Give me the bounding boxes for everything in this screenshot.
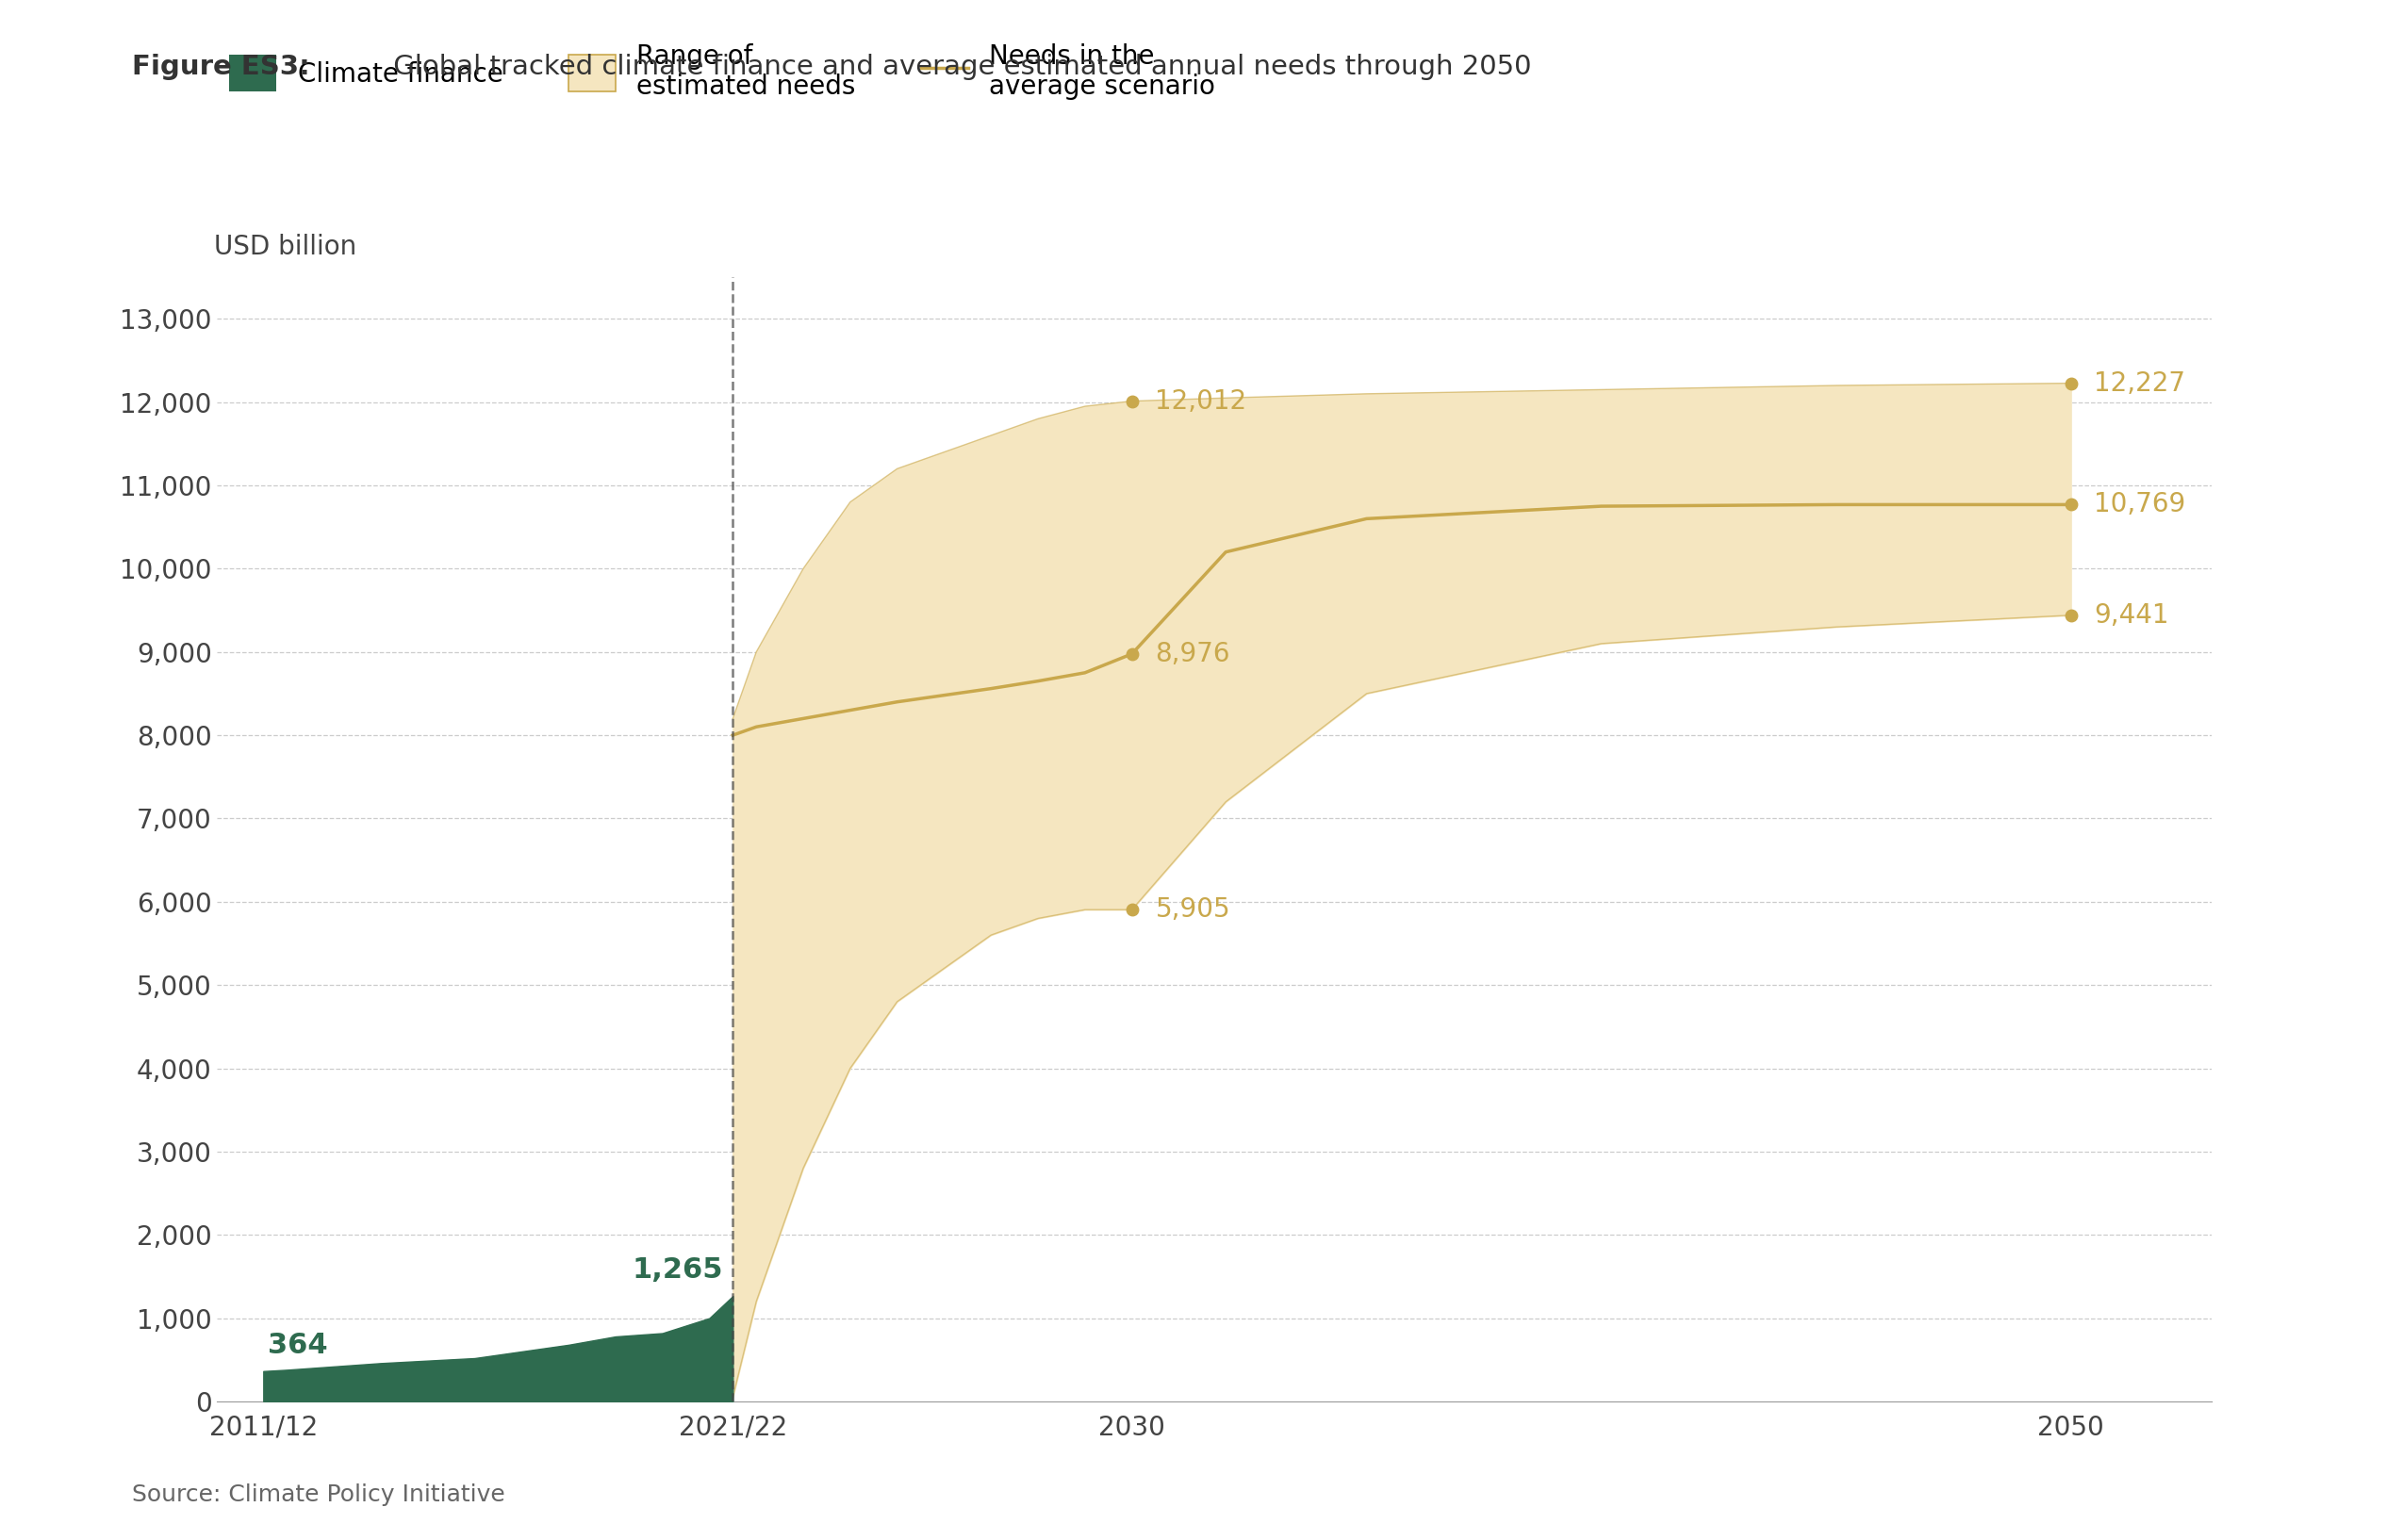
Text: 12,227: 12,227: [2094, 370, 2185, 396]
Text: USD billion: USD billion: [214, 234, 356, 260]
Legend: Climate finance, Range of
estimated needs, Needs in the
average scenario: Climate finance, Range of estimated need…: [228, 43, 1214, 100]
Text: Figure ES3:: Figure ES3:: [132, 54, 310, 80]
Text: 364: 364: [267, 1331, 327, 1358]
Text: 9,441: 9,441: [2094, 602, 2168, 628]
Text: 8,976: 8,976: [1156, 641, 1231, 667]
Text: 12,012: 12,012: [1156, 388, 1248, 414]
Text: Global tracked climate finance and average estimated annual needs through 2050: Global tracked climate finance and avera…: [385, 54, 1531, 80]
Text: 5,905: 5,905: [1156, 896, 1231, 922]
Text: 10,769: 10,769: [2094, 491, 2185, 517]
Text: 1,265: 1,265: [632, 1257, 724, 1283]
Text: Source: Climate Policy Initiative: Source: Climate Policy Initiative: [132, 1483, 505, 1506]
